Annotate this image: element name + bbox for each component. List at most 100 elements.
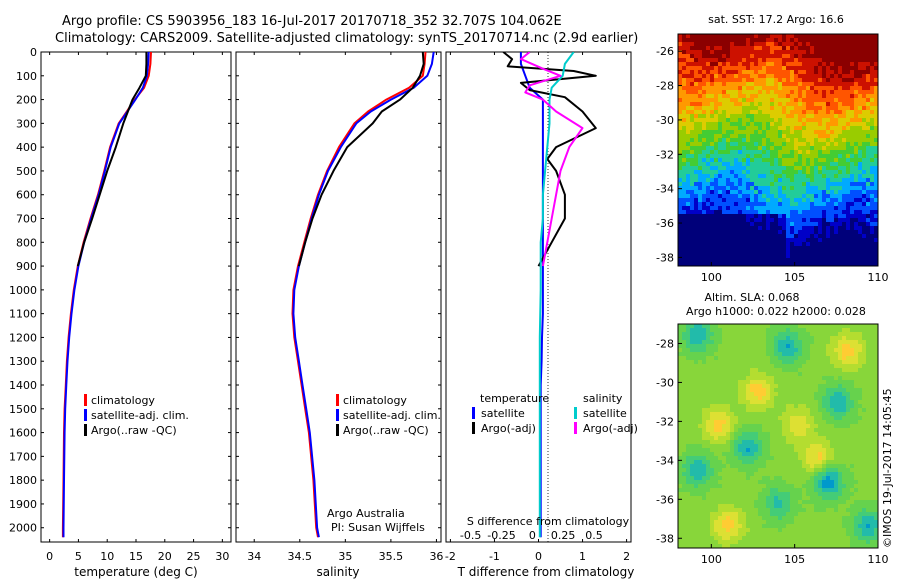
- heatmap-cell: [686, 178, 691, 183]
- heatmap-cell: [762, 452, 767, 457]
- heatmap-cell: [874, 460, 879, 465]
- heatmap-cell: [746, 194, 751, 199]
- heatmap-cell: [702, 336, 707, 341]
- heatmap-cell: [678, 364, 683, 369]
- heatmap-cell: [714, 98, 719, 103]
- heatmap-cell: [842, 230, 847, 235]
- heatmap-cell: [830, 222, 835, 227]
- heatmap-cell: [742, 114, 747, 119]
- heatmap-cell: [842, 388, 847, 393]
- heatmap-cell: [682, 86, 687, 91]
- heatmap-cell: [738, 258, 743, 263]
- heatmap-cell: [746, 134, 751, 139]
- heatmap-cell: [778, 368, 783, 373]
- heatmap-cell: [722, 234, 727, 239]
- heatmap-cell: [746, 336, 751, 341]
- heatmap-cell: [750, 250, 755, 255]
- heatmap-cell: [706, 388, 711, 393]
- heatmap-cell: [690, 162, 695, 167]
- heatmap-cell: [722, 400, 727, 405]
- heatmap-cell: [706, 126, 711, 131]
- heatmap-cell: [682, 452, 687, 457]
- heatmap-cell: [850, 194, 855, 199]
- heatmap-cell: [794, 368, 799, 373]
- heatmap-cell: [794, 190, 799, 195]
- heatmap-cell: [814, 86, 819, 91]
- heatmap-cell: [690, 464, 695, 469]
- heatmap-cell: [678, 166, 683, 171]
- heatmap-cell: [746, 416, 751, 421]
- legend-heading-temperature: temperature: [480, 392, 549, 405]
- heatmap-cell: [734, 194, 739, 199]
- heatmap-cell: [866, 424, 871, 429]
- heatmap-cell: [830, 332, 835, 337]
- heatmap-cell: [870, 62, 875, 67]
- heatmap-cell: [738, 186, 743, 191]
- heatmap-cell: [746, 384, 751, 389]
- heatmap-cell: [698, 142, 703, 147]
- heatmap-cell: [786, 376, 791, 381]
- heatmap-cell: [866, 448, 871, 453]
- heatmap-cell: [714, 250, 719, 255]
- heatmap-cell: [822, 356, 827, 361]
- heatmap-cell: [842, 122, 847, 127]
- heatmap-cell: [742, 416, 747, 421]
- heatmap-cell: [810, 186, 815, 191]
- heatmap-cell: [786, 146, 791, 151]
- heatmap-cell: [846, 66, 851, 71]
- heatmap-cell: [846, 58, 851, 63]
- heatmap-cell: [742, 238, 747, 243]
- heatmap-cell: [706, 468, 711, 473]
- s-tick-label: -0.5: [460, 529, 481, 542]
- heatmap-cell: [870, 94, 875, 99]
- heatmap-cell: [758, 98, 763, 103]
- heatmap-cell: [790, 214, 795, 219]
- heatmap-cell: [686, 122, 691, 127]
- heatmap-cell: [862, 424, 867, 429]
- heatmap-cell: [874, 134, 879, 139]
- heatmap-cell: [694, 432, 699, 437]
- heatmap-cell: [730, 468, 735, 473]
- heatmap-cell: [742, 98, 747, 103]
- heatmap-cell: [874, 130, 879, 135]
- heatmap-cell: [810, 94, 815, 99]
- heatmap-cell: [866, 436, 871, 441]
- heatmap-cell: [694, 428, 699, 433]
- heatmap-cell: [778, 436, 783, 441]
- heatmap-cell: [870, 242, 875, 247]
- heatmap-cell: [774, 206, 779, 211]
- heatmap-cell: [870, 222, 875, 227]
- heatmap-cell: [874, 328, 879, 333]
- heatmap-cell: [810, 336, 815, 341]
- heatmap-cell: [682, 170, 687, 175]
- heatmap-cell: [846, 396, 851, 401]
- heatmap-cell: [746, 114, 751, 119]
- heatmap-cell: [814, 190, 819, 195]
- heatmap-cell: [786, 444, 791, 449]
- heatmap-cell: [710, 424, 715, 429]
- heatmap-cell: [730, 146, 735, 151]
- heatmap-cell: [746, 126, 751, 131]
- heatmap-cell: [826, 424, 831, 429]
- heatmap-cell: [862, 384, 867, 389]
- heatmap-cell: [770, 258, 775, 263]
- heatmap-cell: [834, 78, 839, 83]
- heatmap-cell: [770, 356, 775, 361]
- heatmap-cell: [702, 388, 707, 393]
- heatmap-cell: [682, 202, 687, 207]
- heatmap-cell: [866, 150, 871, 155]
- heatmap-cell: [794, 258, 799, 263]
- heatmap-cell: [862, 130, 867, 135]
- heatmap-cell: [858, 34, 863, 39]
- heatmap-cell: [774, 460, 779, 465]
- heatmap-cell: [710, 396, 715, 401]
- heatmap-cell: [814, 46, 819, 51]
- heatmap-cell: [774, 82, 779, 87]
- heatmap-cell: [818, 186, 823, 191]
- heatmap-cell: [774, 154, 779, 159]
- heatmap-cell: [830, 340, 835, 345]
- heatmap-cell: [774, 158, 779, 163]
- heatmap-cell: [678, 202, 683, 207]
- heatmap-cell: [834, 190, 839, 195]
- heatmap-cell: [686, 50, 691, 55]
